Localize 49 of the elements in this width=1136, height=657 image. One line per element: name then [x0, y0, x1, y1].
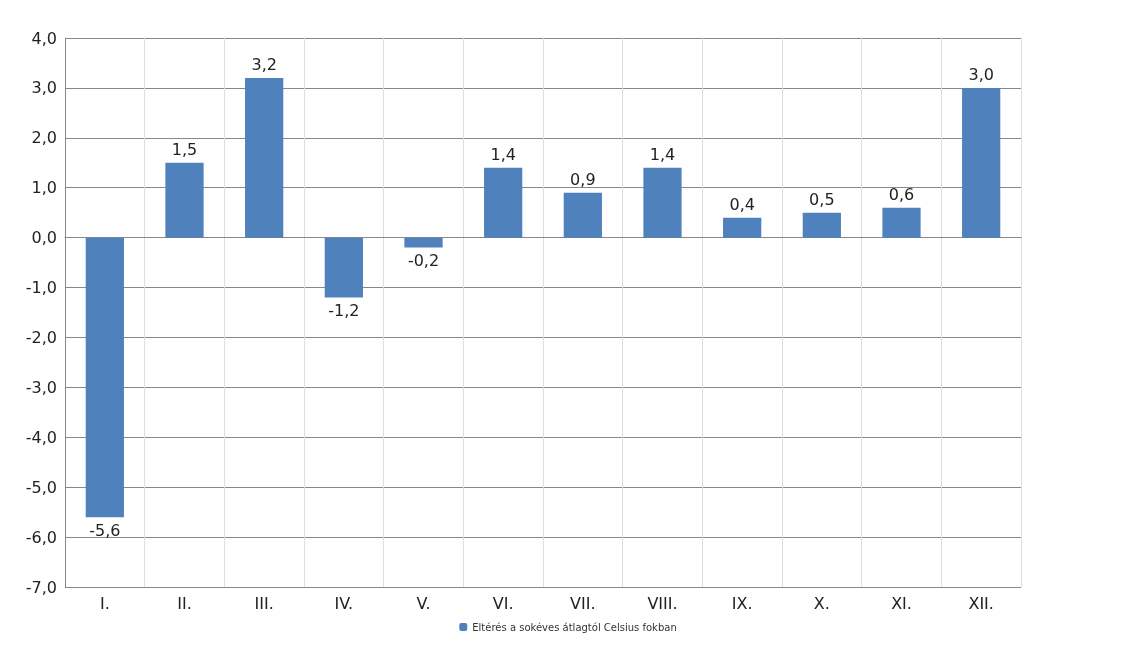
bar [643, 167, 682, 238]
y-tick-label: -2,0 [25, 327, 57, 347]
data-label: 1,5 [171, 140, 198, 160]
y-tick-label: -6,0 [25, 527, 57, 547]
y-tick-label: 3,0 [31, 78, 57, 98]
data-label: 0,4 [729, 195, 755, 215]
data-label: -1,2 [328, 301, 360, 321]
data-label: 1,4 [649, 145, 676, 165]
bar [85, 237, 124, 518]
bar [324, 237, 363, 298]
x-tick-label: II. [177, 593, 192, 613]
y-tick-label: 1,0 [31, 178, 57, 198]
bar [962, 87, 1001, 238]
x-tick-label: III. [254, 593, 274, 613]
bar [484, 167, 523, 238]
data-label: -0,2 [407, 251, 440, 271]
data-label: 3,2 [251, 55, 277, 75]
y-tick-label: -5,0 [25, 477, 57, 497]
y-tick-label: 4,0 [31, 28, 57, 48]
x-tick-label: IX. [731, 593, 753, 613]
data-label: 0,6 [888, 185, 915, 205]
y-tick-label: 0,0 [31, 228, 57, 248]
bar [882, 207, 921, 238]
bar [802, 212, 841, 238]
x-tick-label: VIII. [647, 593, 678, 613]
bar [723, 217, 762, 238]
x-tick-label: XII. [968, 593, 994, 613]
y-tick-label: -1,0 [25, 278, 57, 298]
data-label: 3,0 [968, 65, 994, 85]
bar [165, 162, 204, 238]
y-tick-label: -4,0 [25, 427, 57, 447]
bar [245, 77, 284, 238]
data-label: 0,5 [809, 190, 835, 210]
y-tick-label: 2,0 [31, 128, 57, 148]
legend-label: Eltérés a sokéves átlagtól Celsius fokban [472, 621, 677, 633]
x-tick-label: IV. [334, 593, 354, 613]
data-label: 0,9 [570, 170, 596, 190]
x-tick-label: V. [416, 593, 431, 613]
y-tick-label: -7,0 [25, 577, 57, 597]
bar [404, 237, 443, 248]
x-tick-label: X. [813, 593, 830, 613]
y-tick-label: -3,0 [25, 377, 57, 397]
x-tick-label: XI. [891, 593, 912, 613]
x-tick-label: I. [99, 593, 110, 613]
bar [563, 192, 602, 238]
data-label: -5,6 [89, 520, 121, 540]
x-tick-label: VI. [492, 593, 514, 613]
data-label: 1,4 [490, 145, 516, 165]
x-tick-label: VII. [570, 593, 596, 613]
